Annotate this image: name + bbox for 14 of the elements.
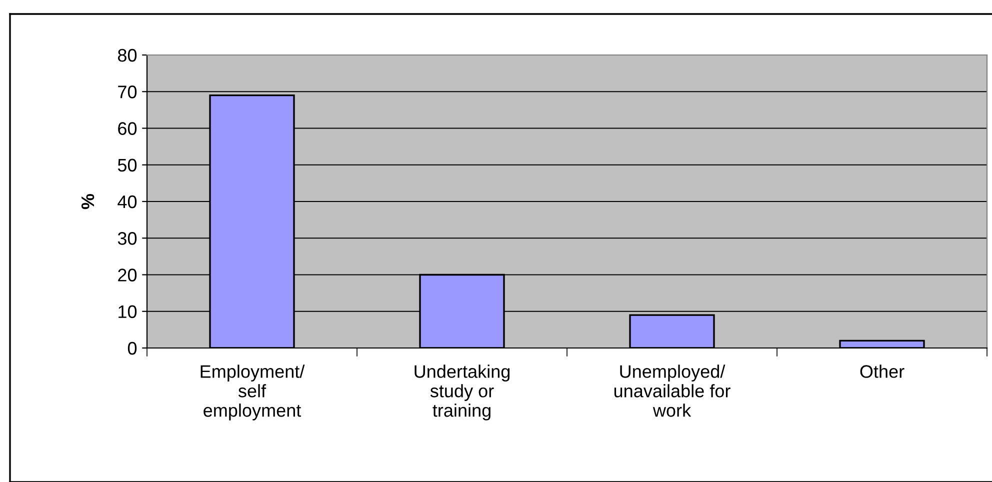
x-tick-label: Other	[860, 364, 904, 378]
y-tick-label: 60	[118, 122, 137, 135]
y-axis-title: %	[81, 194, 94, 210]
y-tick-label: 80	[118, 48, 137, 62]
y-tick-label: 20	[118, 268, 137, 282]
y-tick-label: 70	[118, 86, 137, 98]
y-tick-label: 10	[118, 305, 137, 318]
y-tick-label: 0	[128, 342, 137, 355]
y-tick-label: 40	[118, 195, 137, 208]
y-tick-label: 30	[118, 232, 137, 245]
x-tick-label: Unemployed/ unavailable for work	[614, 364, 730, 417]
y-tick-label: 50	[118, 158, 137, 172]
x-tick-label: Employment/ self employment	[200, 364, 305, 420]
x-tick-label: Undertaking study or training	[414, 364, 510, 420]
